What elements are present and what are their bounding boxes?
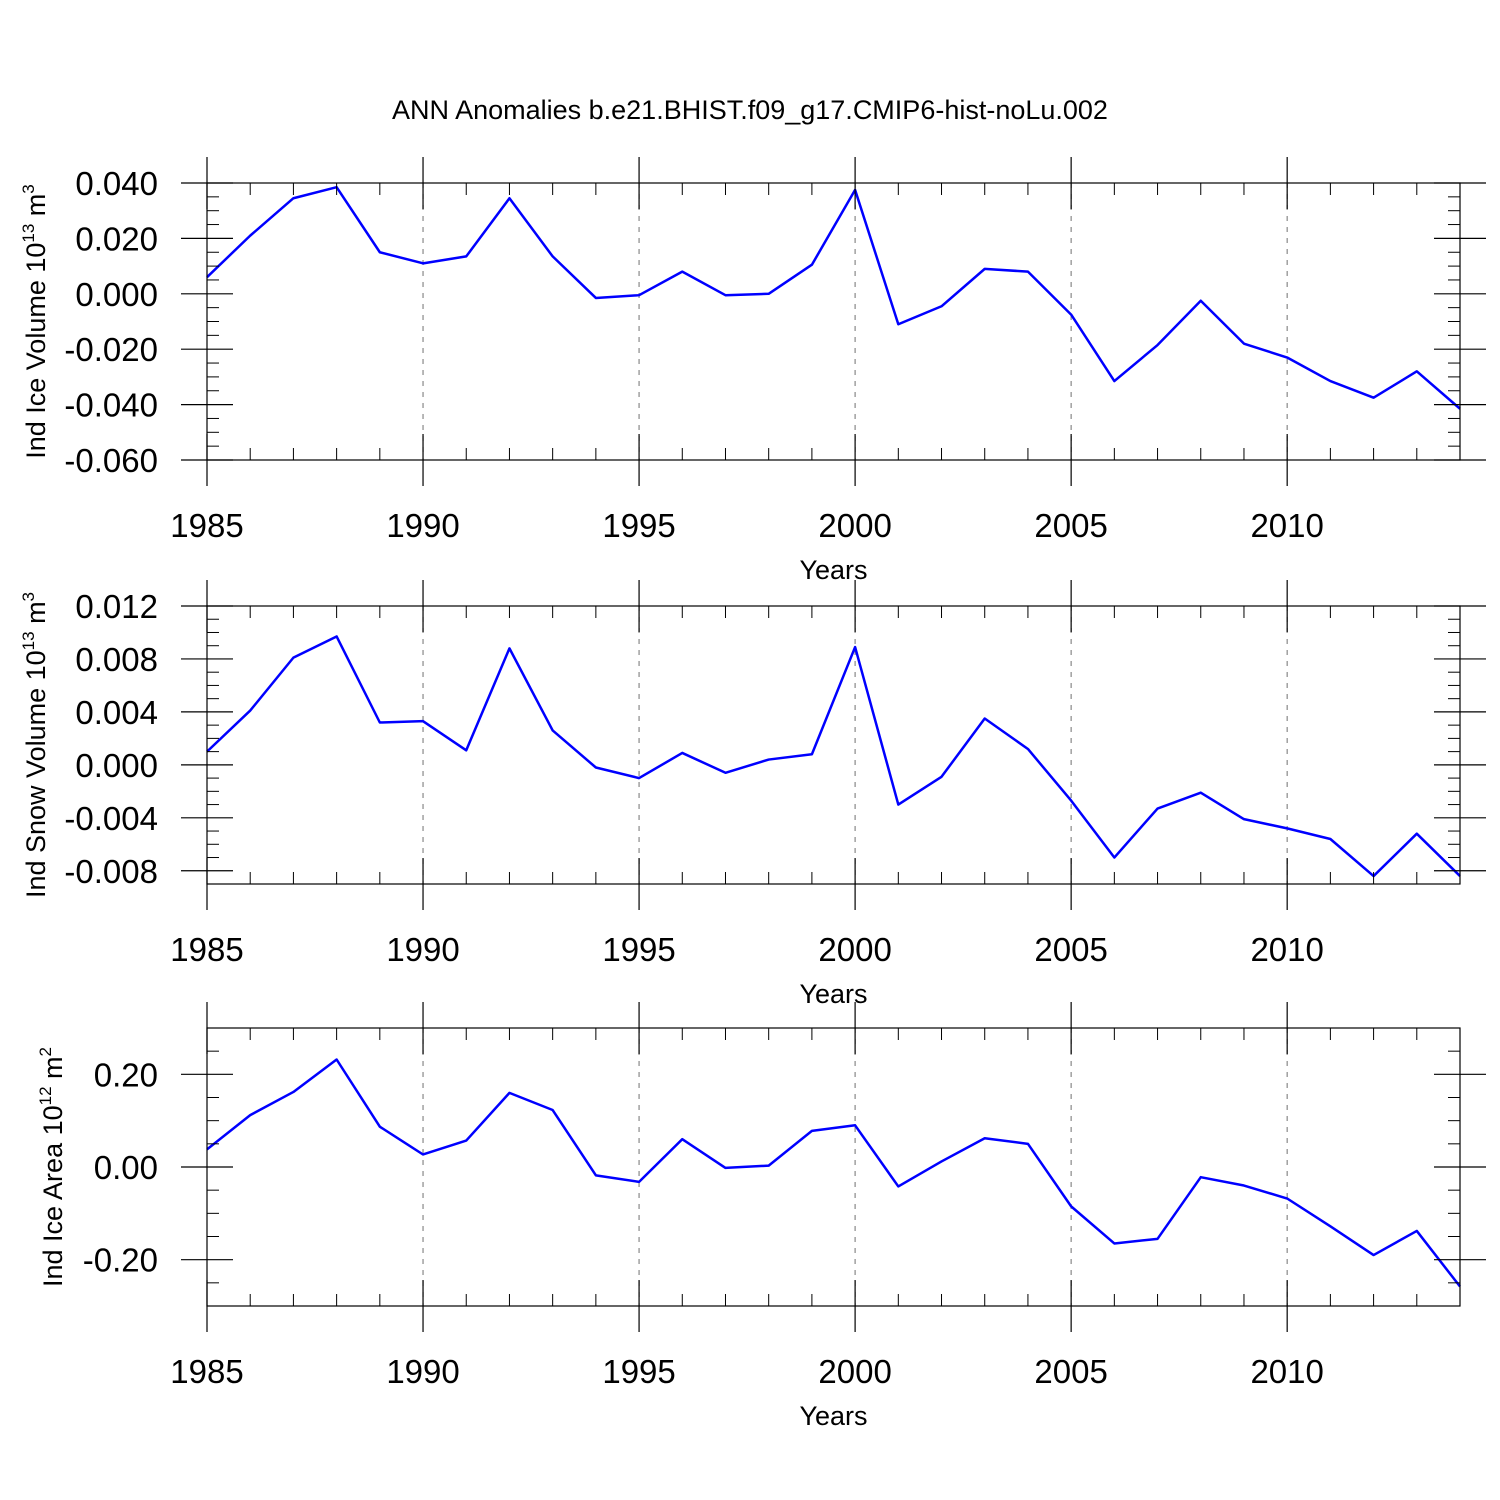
- plot-frame: [206, 605, 1461, 885]
- y-tick-label: 0.040: [75, 165, 158, 202]
- y-tick-label: 0.00: [94, 1149, 158, 1186]
- y-tick-label: -0.020: [64, 331, 158, 368]
- x-axis-title: Years: [799, 1401, 867, 1431]
- y-tick-label: -0.20: [83, 1242, 158, 1279]
- plot-frame: [206, 182, 1461, 461]
- x-tick-label: 1995: [602, 507, 675, 544]
- y-tick-label: 0.000: [75, 276, 158, 313]
- panels: 0.040 0.020 0.000 -0.020 -0.040 -0.060 1985 199…: [19, 157, 1486, 1431]
- x-tick-label: 1985: [170, 931, 243, 968]
- series-line: [206, 185, 1461, 410]
- x-tick-label: 2010: [1250, 931, 1323, 968]
- chart-panel-1: 0.040 0.020 0.000 -0.020 -0.040 -0.060 1985 199…: [19, 157, 1486, 585]
- x-tick-label: 2005: [1034, 931, 1107, 968]
- y-tick-label: 0.020: [75, 220, 158, 257]
- figure-title: ANN Anomalies b.e21.BHIST.f09_g17.CMIP6-…: [392, 95, 1108, 125]
- x-tick-label: 1985: [170, 1353, 243, 1390]
- x-tick-label: 2005: [1034, 1353, 1107, 1390]
- x-tick-label: 2010: [1250, 1353, 1323, 1390]
- y-axis-title: Ind Ice Area 1012 m2: [36, 1047, 68, 1287]
- y-tick-label: 0.004: [75, 694, 158, 731]
- y-axis-title: Ind Snow Volume 1013 m3: [19, 592, 51, 898]
- y-axis-title: Ind Ice Volume 1013 m3: [19, 184, 51, 459]
- x-axis-title: Years: [799, 979, 867, 1009]
- x-tick-label: 2000: [818, 931, 891, 968]
- y-tick-label: -0.004: [64, 800, 158, 837]
- x-tick-label: 1995: [602, 1353, 675, 1390]
- chart-panel-3: 0.20 0.00 -0.20 1985 1990 1995 2000 2005 2010 Yea…: [36, 1002, 1486, 1431]
- series-line: [206, 635, 1461, 878]
- x-tick-label: 2005: [1034, 507, 1107, 544]
- y-tick-label: -0.040: [64, 387, 158, 424]
- x-axis-title: Years: [799, 555, 867, 585]
- y-tick-label: 0.008: [75, 641, 158, 678]
- y-tick-label: -0.008: [64, 853, 158, 890]
- x-tick-label: 2010: [1250, 507, 1323, 544]
- x-tick-label: 1995: [602, 931, 675, 968]
- y-tick-label: 0.000: [75, 747, 158, 784]
- x-tick-label: 2000: [818, 507, 891, 544]
- y-tick-label: 0.012: [75, 588, 158, 625]
- chart-panel-2: 0.012 0.008 0.004 0.000 -0.004 -0.008 1985 1990…: [19, 580, 1486, 1009]
- x-tick-label: 2000: [818, 1353, 891, 1390]
- x-tick-label: 1990: [386, 1353, 459, 1390]
- x-tick-label: 1985: [170, 507, 243, 544]
- plot-frame: [206, 1027, 1461, 1307]
- x-tick-label: 1990: [386, 931, 459, 968]
- y-tick-label: -0.060: [64, 442, 158, 479]
- x-tick-label: 1990: [386, 507, 459, 544]
- series-line: [206, 1058, 1461, 1288]
- y-tick-label: 0.20: [94, 1056, 158, 1093]
